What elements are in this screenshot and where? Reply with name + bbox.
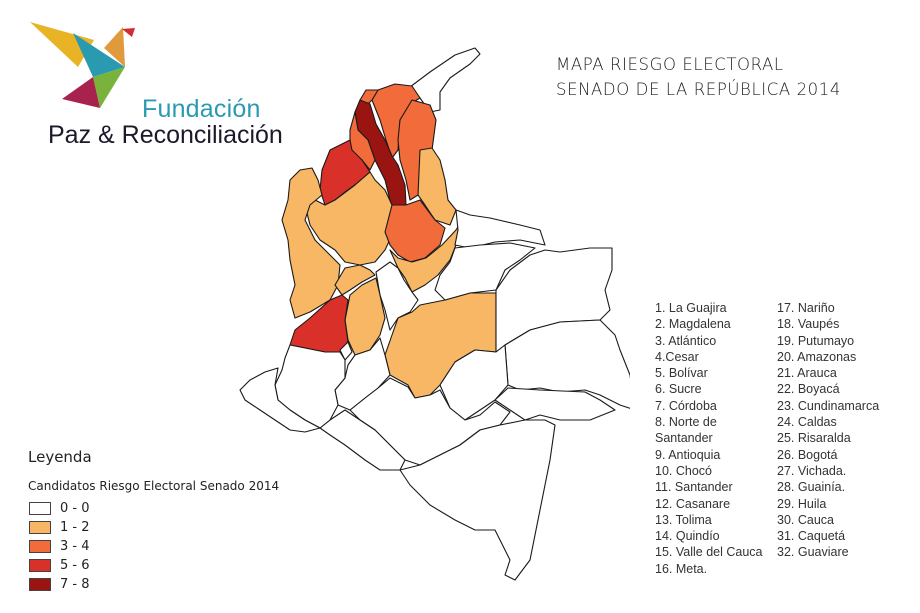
department-item: 16. Meta. — [655, 561, 708, 576]
department-item: 29. Huila — [777, 496, 827, 511]
legend-subtitle: Candidatos Riesgo Electoral Senado 2014 — [28, 479, 280, 493]
legend-item-3-4: 3 - 4 — [28, 537, 279, 556]
department-item: 17. Nariño — [777, 301, 835, 315]
department-item: 25. Risaralda — [777, 431, 851, 446]
department-item: 2. Magdalena — [655, 317, 731, 332]
department-item: 1. La Guajira — [655, 301, 727, 315]
department-item: 7. Córdoba — [655, 398, 717, 413]
department-item: 14. Quindío — [655, 529, 720, 544]
origami-bird-icon — [30, 22, 135, 108]
colombia-choropleth-map — [239, 47, 630, 581]
legend-item-5-6: 5 - 6 — [28, 556, 279, 575]
legend-label: 1 - 2 — [60, 520, 90, 535]
legend-label: 7 - 8 — [60, 577, 90, 592]
department-item: 18. Vaupés — [777, 317, 840, 332]
region-antioquia — [304, 171, 399, 266]
department-item: 4.Cesar — [655, 349, 699, 364]
department-item: 31. Caquetá — [777, 529, 846, 544]
legend-title: Leyenda — [28, 448, 92, 466]
department-item: 21. Arauca — [777, 366, 837, 381]
region-cesar — [397, 99, 437, 201]
legend-swatch — [29, 559, 51, 572]
legend-item-1-2: 1 - 2 — [28, 518, 279, 537]
department-item: 20. Amazonas — [777, 349, 857, 364]
department-item: 19. Putumayo — [777, 333, 855, 348]
region-arauca — [454, 209, 546, 249]
map-title: MAPA RIESGO ELECTORAL SENADO DE LA REPÚB… — [556, 52, 841, 102]
region-cauca — [274, 344, 346, 429]
region-sucre — [349, 111, 376, 171]
department-item: 8. Norte de — [655, 415, 717, 430]
legend-item-7-8: 7 - 8 — [28, 575, 279, 594]
department-list-column-2: 17. Nariño 18. Vaupés 19. Putumayo 20. A… — [777, 300, 879, 580]
department-item: Santander — [655, 431, 713, 446]
region-cundinamarca — [375, 261, 419, 331]
legend-label: 0 - 0 — [60, 501, 90, 516]
map-title-line2: SENADO DE LA REPÚBLICA 2014 — [556, 80, 841, 99]
department-list-column-1: 1. La Guajira 2. Magdalena 3. Atlántico … — [655, 300, 777, 580]
department-item: 28. Guainía. — [777, 480, 846, 495]
department-item: 10. Chocó — [655, 463, 712, 478]
region-santander — [384, 199, 446, 263]
legend-item-0-0: 0 - 0 — [28, 499, 279, 518]
department-item: 3. Atlántico — [655, 333, 717, 348]
legend-label: 3 - 4 — [60, 539, 90, 554]
region-caldas-risaralda — [334, 264, 376, 296]
department-item: 9. Antioquia — [655, 447, 721, 462]
department-item: 13. Tolima — [655, 512, 712, 527]
department-item: 12. Casanare — [655, 496, 731, 511]
foundation-logo: Fundación Paz & Reconciliación — [20, 15, 310, 149]
logo-line-fundacion: Fundación — [142, 95, 261, 123]
department-item: 27. Vichada. — [777, 463, 847, 478]
department-item: 30. Cauca — [777, 512, 834, 527]
department-item: 23. Cundinamarca — [777, 398, 880, 413]
legend-swatch — [29, 578, 51, 591]
legend-swatch — [29, 502, 51, 515]
department-item: 15. Valle del Cauca — [655, 545, 763, 560]
legend-label: 5 - 6 — [60, 558, 90, 573]
department-item: 11. Santander — [655, 480, 733, 495]
department-item: 5. Bolívar — [655, 366, 708, 381]
map-title-line1: MAPA RIESGO ELECTORAL — [556, 55, 784, 74]
department-item: 26. Bogotá — [777, 447, 838, 462]
department-item: 6. Sucre — [655, 382, 702, 397]
region-amazonas — [399, 419, 556, 581]
department-item: 22. Boyacá — [777, 382, 840, 397]
logo-line-paz-reconciliacion: Paz & Reconciliación — [48, 121, 283, 149]
legend-swatch — [29, 540, 51, 553]
department-item: 24. Caldas — [777, 415, 837, 430]
department-item: 32. Guaviare — [777, 545, 849, 560]
map-legend: Leyenda Candidatos Riesgo Electoral Sena… — [28, 448, 279, 594]
region-vaupes — [494, 387, 616, 421]
legend-swatch — [29, 521, 51, 534]
region-narino — [239, 367, 321, 433]
department-list: 1. La Guajira 2. Magdalena 3. Atlántico … — [655, 300, 900, 580]
